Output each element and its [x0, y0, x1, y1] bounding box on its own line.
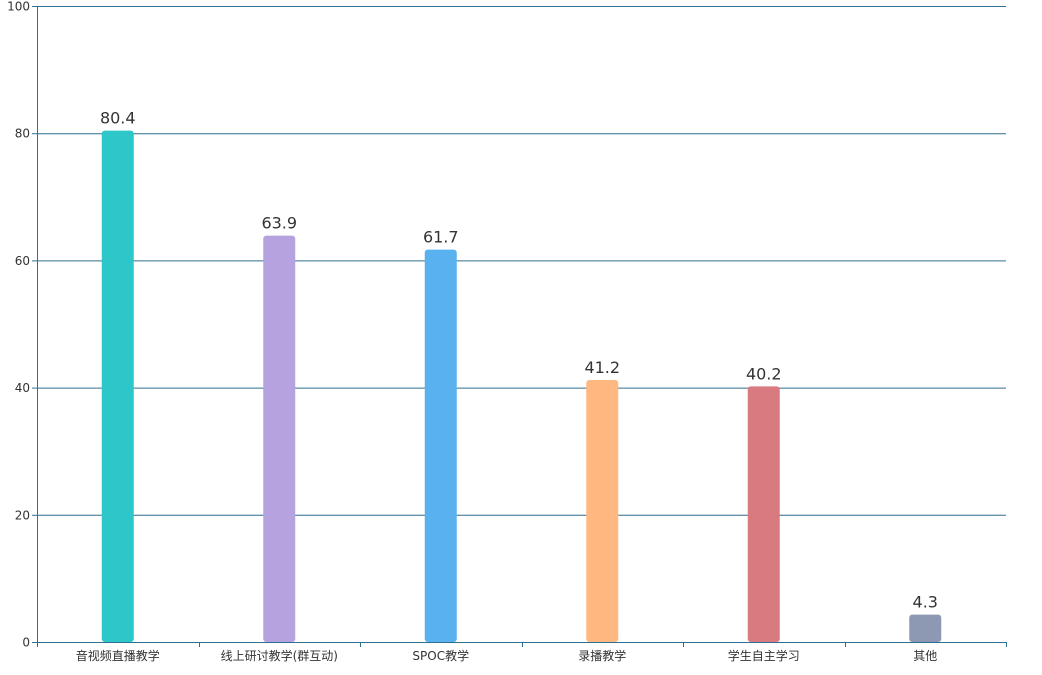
bar-value-label: 80.4 — [100, 109, 136, 128]
x-category-label: 音视频直播教学 — [76, 648, 160, 663]
y-tick-label: 80 — [15, 127, 30, 141]
bars — [101, 130, 942, 642]
x-category-label: 录播教学 — [578, 648, 626, 663]
y-tick-label: 100 — [7, 0, 30, 14]
bar-value-label: 41.2 — [584, 358, 620, 377]
y-tick-label: 20 — [15, 508, 30, 522]
bar[interactable] — [586, 379, 619, 642]
bar-value-label: 61.7 — [423, 228, 459, 247]
axes: 0 20 40 60 80 100 音视频直播教学 线上研讨教学(群互动) SPOC教学 录播教学… — [7, 0, 1007, 663]
data-labels: 80.4 63.9 61.7 41.2 40.2 4.3 — [100, 109, 938, 612]
x-category-label: SPOC教学 — [412, 648, 469, 663]
x-category-label: 学生自主学习 — [728, 648, 800, 663]
bar[interactable] — [909, 614, 942, 642]
bar[interactable] — [747, 386, 780, 642]
bar[interactable] — [263, 235, 296, 642]
bar[interactable] — [424, 249, 457, 642]
y-tick-label: 0 — [22, 636, 30, 650]
x-category-label: 其他 — [913, 649, 937, 663]
y-tick-label: 60 — [15, 254, 30, 268]
y-tick-label: 40 — [15, 381, 30, 395]
x-category-label: 线上研讨教学(群互动) — [221, 648, 338, 663]
bar[interactable] — [101, 130, 134, 642]
bar-value-label: 4.3 — [913, 593, 938, 612]
bar-value-label: 63.9 — [261, 214, 297, 233]
bar-value-label: 40.2 — [746, 364, 782, 383]
grid-lines — [37, 6, 1006, 516]
